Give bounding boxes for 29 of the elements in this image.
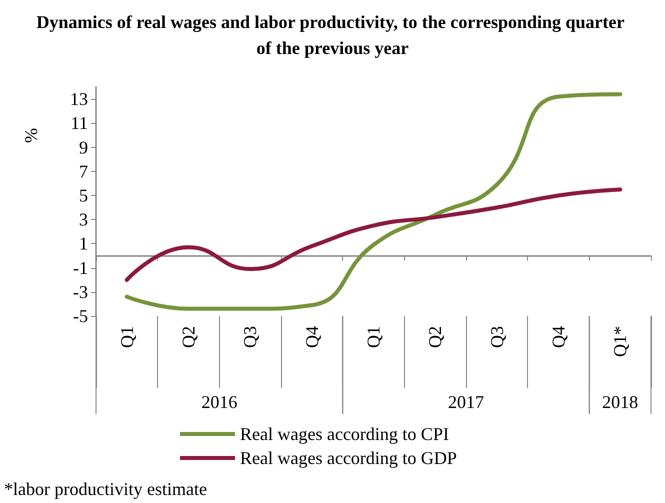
line-series [124, 187, 622, 282]
y-axis-title: % [21, 128, 41, 143]
x-tick-label: Q3 [240, 326, 260, 348]
text: 2017 [448, 392, 484, 412]
y-tick-label: -5 [73, 306, 88, 326]
x-tick-label: Q1* [610, 326, 630, 357]
x-tick-label: Q2 [178, 326, 198, 348]
legend-label: Real wages according to GDP [240, 448, 457, 468]
y-tick-label: 9 [79, 137, 88, 158]
x-tick-label: Q1 [364, 326, 384, 348]
x-tick-label: Q2 [425, 326, 446, 348]
y-tick-label: 13 [70, 89, 88, 110]
text: 2018 [602, 392, 638, 412]
y-tick-label: -3 [73, 282, 88, 302]
x-tick-label: Q3 [486, 326, 507, 348]
x-tick-label: Q4 [302, 326, 322, 348]
chart-title: Dynamics of real wages and labor productivity, to the corresponding quarter of the previous year [36, 12, 629, 58]
line-series [124, 92, 622, 311]
y-tick-label: 11 [70, 113, 88, 134]
y-tick-label: 1 [79, 234, 88, 254]
legend-label: Real wages according to CPI [240, 424, 449, 444]
y-tick-label: 3 [79, 210, 88, 230]
text: *labor productivity estimate [4, 479, 207, 499]
y-tick-label: 7 [79, 161, 88, 182]
x-tick-label: Q4 [548, 326, 568, 348]
y-tick-label: -1 [73, 258, 88, 278]
text: 2016 [201, 392, 238, 412]
x-tick-label: Q1 [116, 326, 137, 348]
y-tick-label: 5 [79, 185, 88, 206]
